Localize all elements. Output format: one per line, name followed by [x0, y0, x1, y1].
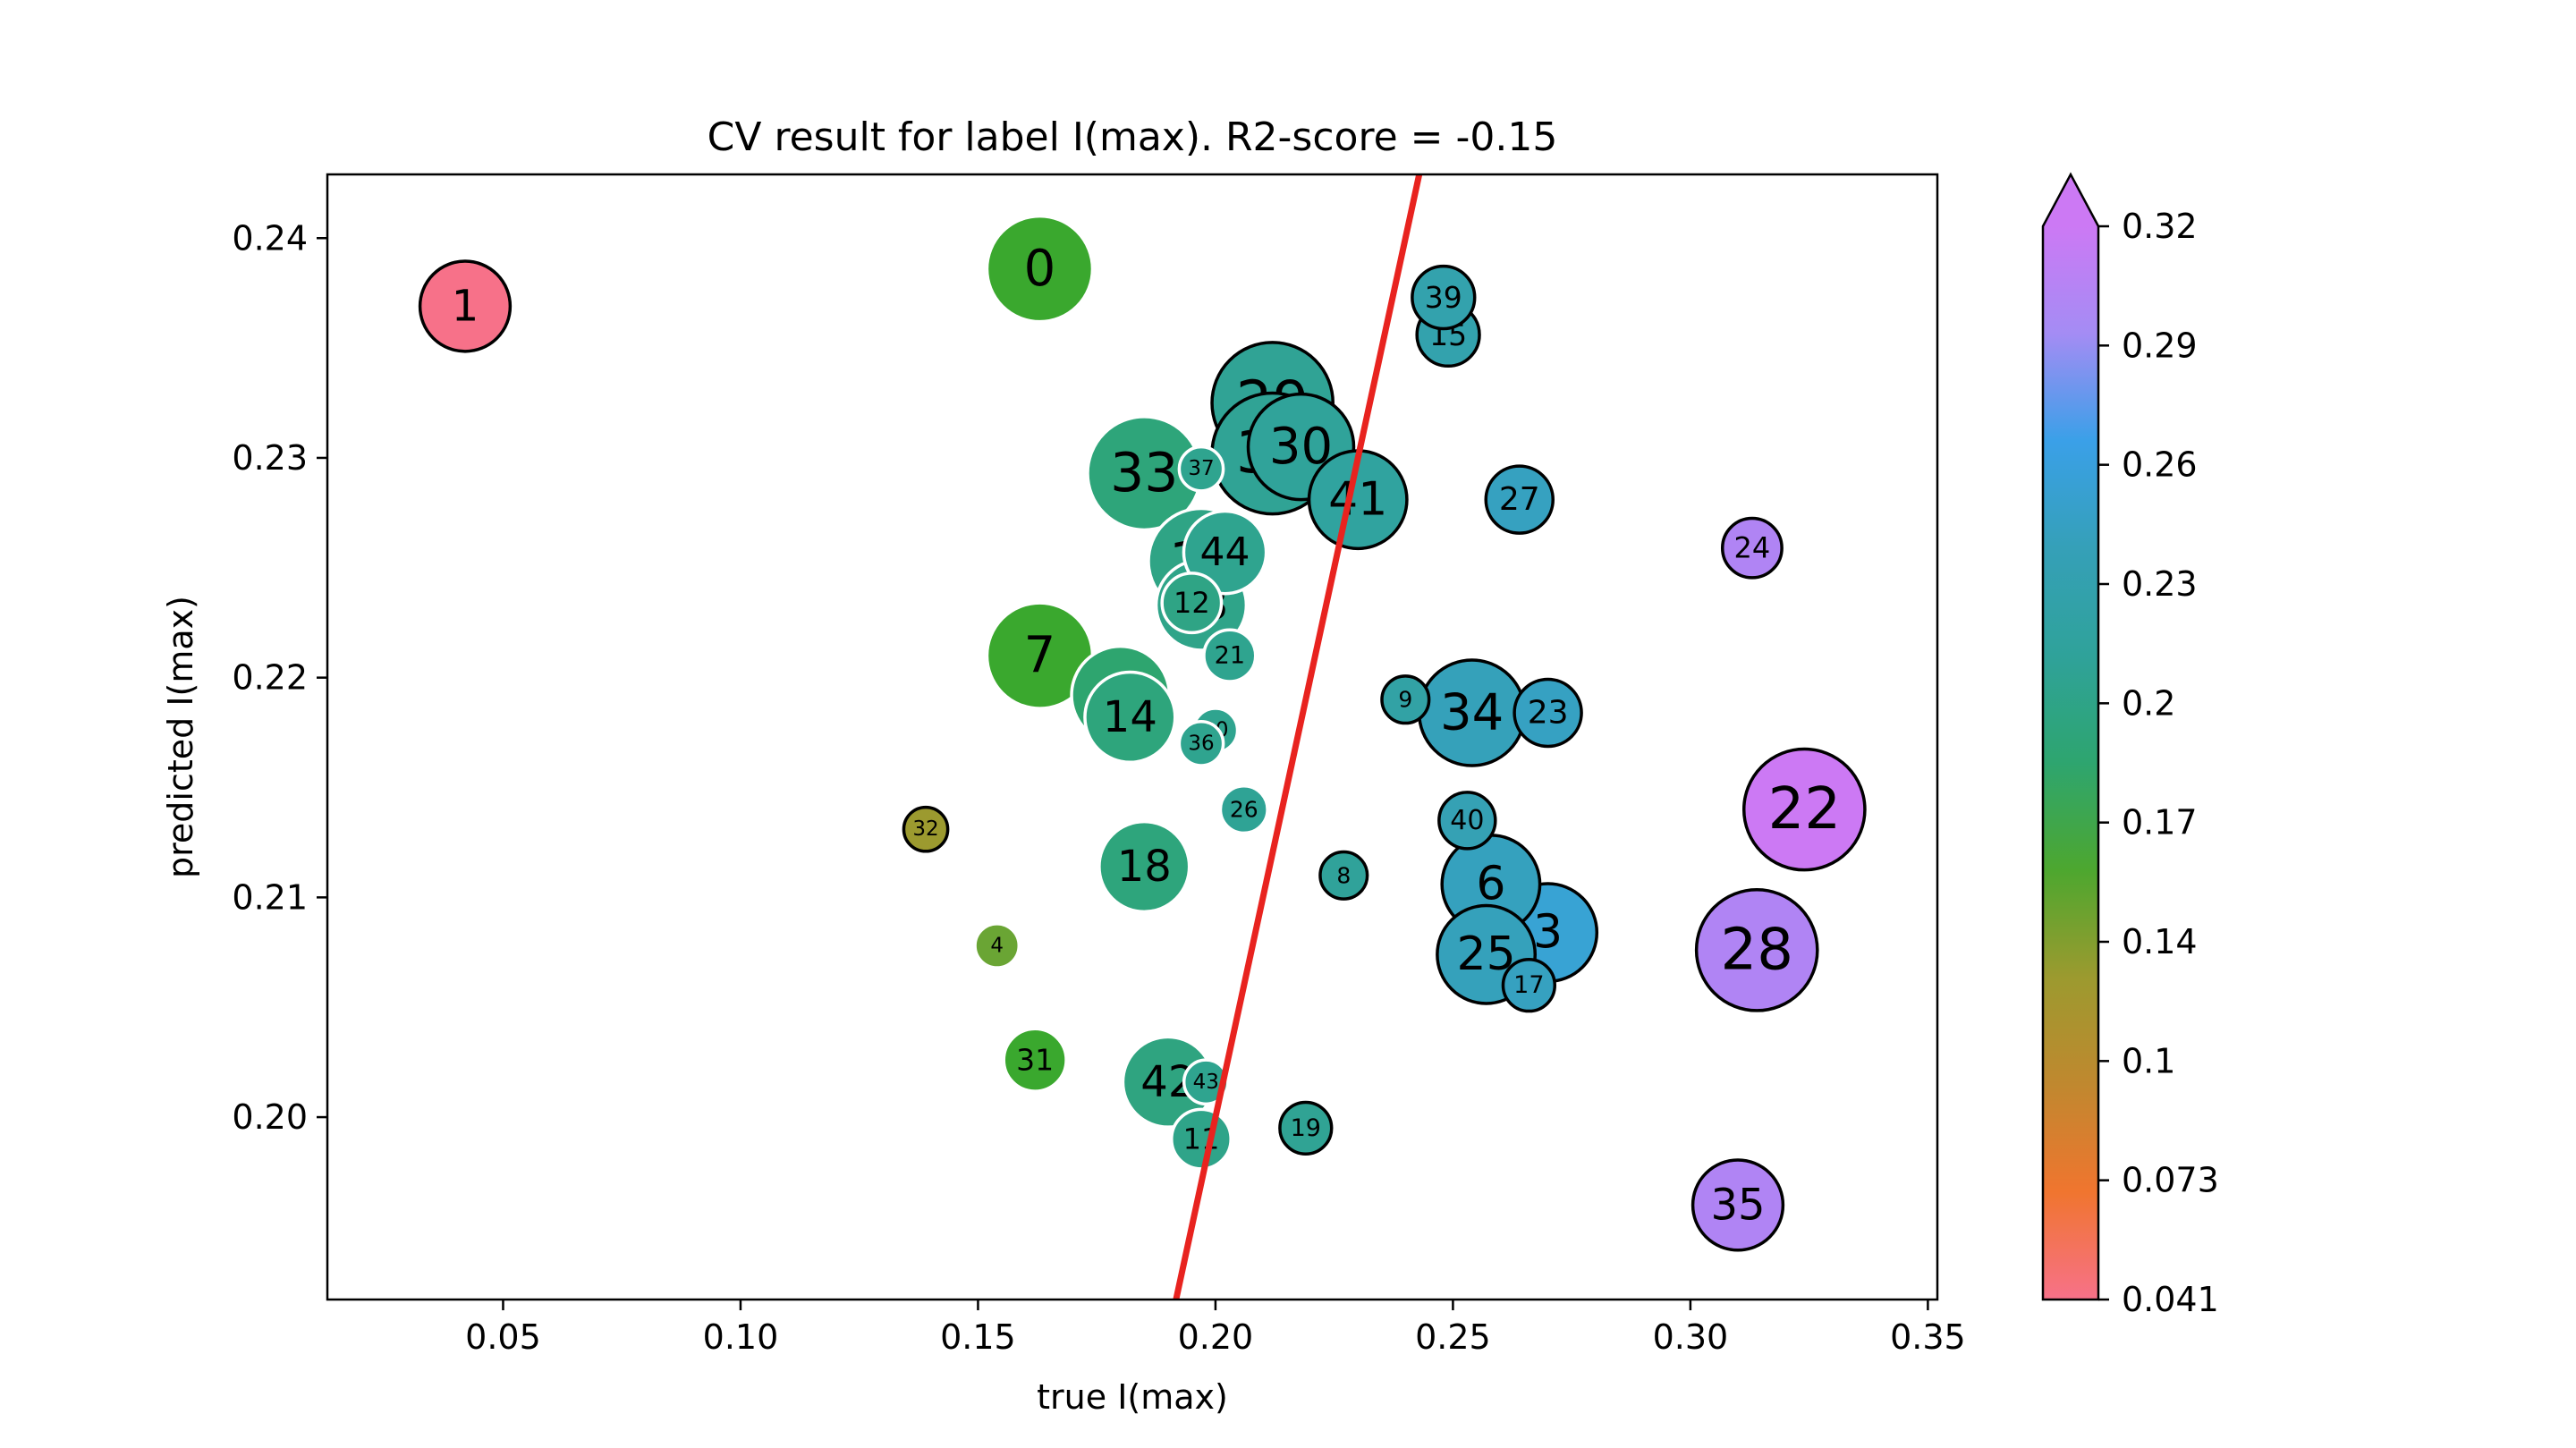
point-26	[1218, 784, 1269, 835]
point-label-19: 19	[1291, 1114, 1321, 1142]
point-43	[1182, 1058, 1230, 1106]
point-9	[1380, 674, 1431, 725]
x-tick-label: 0.35	[1890, 1317, 1966, 1357]
point-label-9: 9	[1398, 687, 1412, 713]
identity-line-layer	[1173, 174, 1423, 1300]
y-tick-label: 0.24	[232, 218, 308, 258]
identity-line	[1173, 174, 1423, 1300]
y-tick-label: 0.23	[232, 438, 308, 478]
point-label-3: 3	[1533, 906, 1563, 960]
point-label-43: 43	[1193, 1071, 1219, 1094]
x-axis-label: true I(max)	[1037, 1377, 1228, 1417]
colorbar-tick-label: 0.041	[2122, 1280, 2219, 1319]
point-label-23: 23	[1528, 694, 1569, 731]
colorbar-tick-label: 0.1	[2122, 1041, 2175, 1080]
colorbar-tick-label: 0.17	[2122, 803, 2198, 843]
point-label-0: 0	[1024, 240, 1056, 298]
colorbar-tick-label: 0.2	[2122, 683, 2175, 723]
colorbar-tick-label: 0.29	[2122, 326, 2198, 365]
colorbar-tick-label: 0.14	[2122, 922, 2198, 961]
point-44	[1182, 509, 1268, 596]
colorbar-ticks: 0.041 0.073 0.1 0.14 0.17 0.2 0.23 0.26 0.29 0.32	[2098, 207, 2219, 1319]
x-tick-label: 0.20	[1178, 1317, 1254, 1357]
point-40	[1437, 791, 1497, 851]
point-24	[1720, 516, 1784, 580]
point-22	[1741, 747, 1867, 872]
point-label-37: 37	[1188, 457, 1214, 480]
y-tick-label: 0.20	[232, 1097, 308, 1137]
chart-title: CV result for label I(max). R2-score = -…	[708, 114, 1558, 160]
point-label-24: 24	[1734, 531, 1771, 565]
point-label-35: 35	[1710, 1180, 1765, 1230]
point-label-41: 41	[1328, 473, 1387, 527]
point-label-14: 14	[1103, 692, 1157, 742]
point-label-4: 4	[990, 934, 1004, 957]
x-tick-label: 0.25	[1415, 1317, 1491, 1357]
plot-frame	[326, 173, 1939, 1301]
point-label-18: 18	[1117, 842, 1172, 892]
y-tick-label: 0.21	[232, 877, 308, 917]
point-35	[1690, 1158, 1785, 1252]
point-label-21: 21	[1215, 642, 1245, 670]
point-8	[1318, 850, 1369, 901]
y-axis-label: predicted I(max)	[161, 596, 200, 878]
colorbar-gradient	[2043, 226, 2098, 1300]
point-19	[1278, 1100, 1334, 1156]
y-axis: 0.20 0.21 0.22 0.23 0.24	[232, 218, 327, 1137]
point-label-32: 32	[912, 817, 938, 841]
point-label-31: 31	[1016, 1043, 1054, 1078]
point-4	[973, 922, 1021, 970]
colorbar-tick-label: 0.23	[2122, 564, 2198, 604]
point-17	[1501, 957, 1557, 1013]
point-37	[1177, 445, 1225, 493]
point-label-39: 39	[1425, 280, 1462, 315]
point-28	[1694, 887, 1819, 1012]
point-18	[1097, 819, 1191, 914]
x-tick-label: 0.30	[1653, 1317, 1729, 1357]
point-label-27: 27	[1499, 481, 1540, 518]
point-36	[1177, 720, 1225, 767]
point-label-33: 33	[1110, 442, 1178, 504]
colorbar-tick-label: 0.073	[2122, 1161, 2219, 1200]
point-label-7: 7	[1024, 627, 1056, 685]
point-32	[902, 805, 950, 853]
colorbar-tick-label: 0.26	[2122, 445, 2198, 485]
point-label-36: 36	[1188, 732, 1214, 755]
points-layer: 2228293833071030342362541113141835424423…	[418, 214, 1867, 1252]
point-label-22: 22	[1768, 776, 1841, 843]
point-label-1: 1	[452, 281, 479, 331]
point-label-8: 8	[1336, 862, 1351, 888]
point-label-40: 40	[1450, 805, 1484, 836]
y-tick-label: 0.22	[232, 658, 308, 698]
point-label-28: 28	[1721, 917, 1793, 983]
colorbar-extend-arrow	[2043, 174, 2098, 226]
point-39	[1411, 264, 1477, 331]
point-21	[1202, 628, 1258, 683]
point-label-44: 44	[1200, 529, 1250, 575]
point-14	[1083, 670, 1177, 765]
x-tick-label: 0.15	[940, 1317, 1016, 1357]
point-label-26: 26	[1230, 797, 1258, 823]
x-tick-label: 0.05	[465, 1317, 541, 1357]
point-0	[985, 214, 1095, 324]
colorbar-tick-label: 0.32	[2122, 207, 2198, 246]
point-label-12: 12	[1174, 586, 1210, 620]
point-31	[1002, 1027, 1068, 1093]
point-12	[1160, 572, 1224, 635]
point-label-17: 17	[1513, 971, 1544, 999]
x-tick-label: 0.10	[703, 1317, 779, 1357]
point-23	[1513, 677, 1583, 749]
point-label-34: 34	[1440, 683, 1504, 741]
colorbar-outline	[2041, 172, 2100, 1301]
point-27	[1484, 464, 1555, 535]
colorbar: 0.041 0.073 0.1 0.14 0.17 0.2 0.23 0.26 0.29 0.32	[2041, 172, 2219, 1319]
x-axis: 0.05 0.10 0.15 0.20 0.25 0.30 0.35	[465, 1300, 1966, 1357]
point-1	[418, 259, 513, 353]
point-label-6: 6	[1476, 858, 1505, 911]
